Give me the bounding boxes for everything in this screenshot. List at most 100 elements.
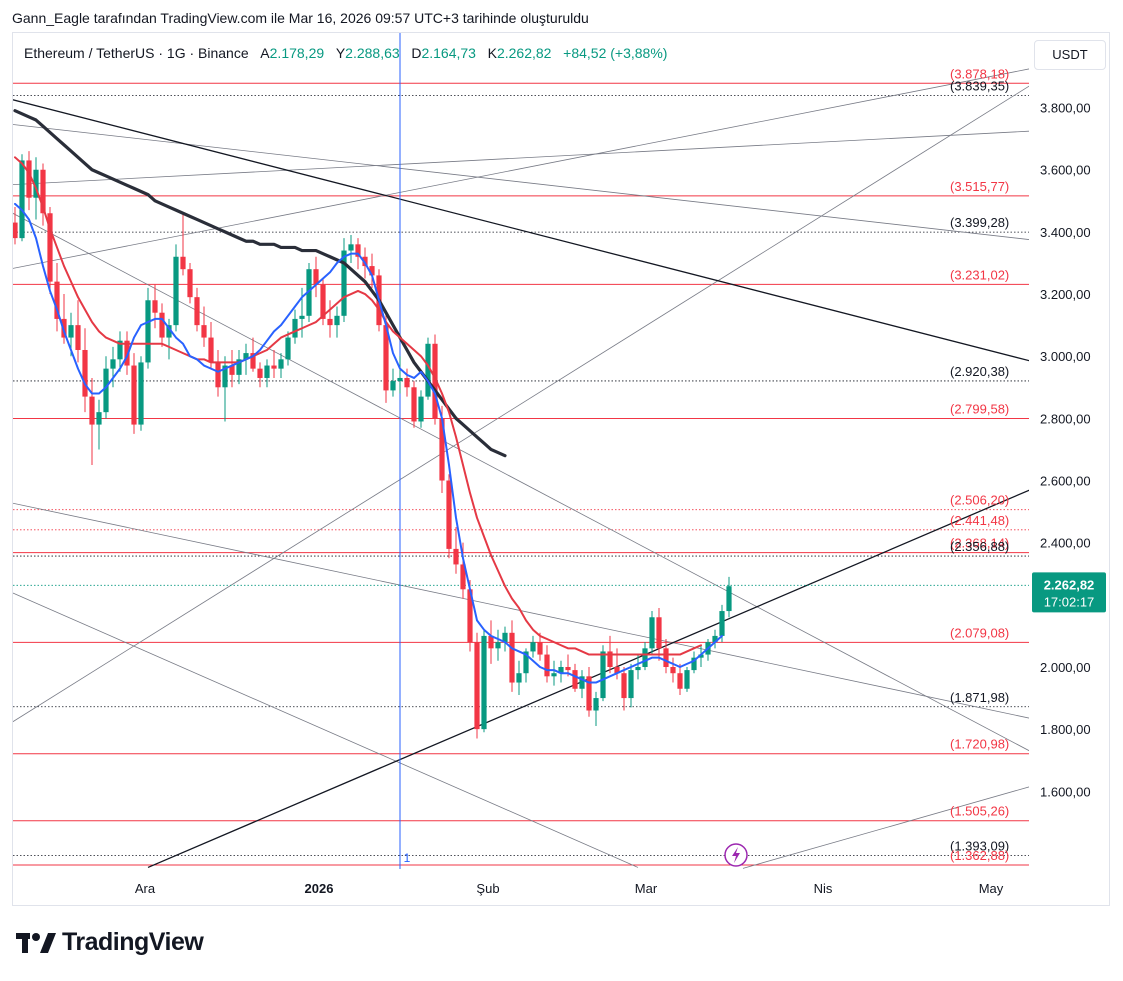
candle[interactable] xyxy=(257,362,263,388)
candle[interactable] xyxy=(19,154,25,242)
candle[interactable] xyxy=(502,626,508,652)
candle[interactable] xyxy=(698,645,704,667)
candle[interactable] xyxy=(348,235,354,263)
candle[interactable] xyxy=(131,353,137,434)
candle[interactable] xyxy=(712,629,718,649)
candle-body xyxy=(628,670,634,699)
currency-button[interactable]: USDT xyxy=(1034,40,1106,70)
candle[interactable] xyxy=(551,660,557,686)
tradingview-logo[interactable]: TradingView xyxy=(16,928,204,957)
candle[interactable] xyxy=(404,368,410,397)
candle[interactable] xyxy=(558,660,564,683)
candle[interactable] xyxy=(446,474,452,559)
candle[interactable] xyxy=(411,381,417,428)
candle[interactable] xyxy=(593,691,599,727)
candle[interactable] xyxy=(453,527,459,574)
candle[interactable] xyxy=(138,356,144,431)
candle[interactable] xyxy=(488,620,494,664)
candle[interactable] xyxy=(390,368,396,397)
candle[interactable] xyxy=(208,322,214,369)
candle[interactable] xyxy=(642,642,648,671)
candle[interactable] xyxy=(124,331,130,375)
candle[interactable] xyxy=(278,353,284,378)
trend-line[interactable] xyxy=(1,501,1030,719)
candle[interactable] xyxy=(516,660,522,695)
candle[interactable] xyxy=(530,635,536,658)
candle[interactable] xyxy=(271,349,277,378)
candle[interactable] xyxy=(194,287,200,332)
candle[interactable] xyxy=(12,207,18,245)
candle[interactable] xyxy=(236,349,242,385)
candle[interactable] xyxy=(670,657,676,683)
candle[interactable] xyxy=(250,337,256,372)
trend-line[interactable] xyxy=(1,97,1030,362)
candle[interactable] xyxy=(369,253,375,288)
candle[interactable] xyxy=(306,262,312,323)
candle[interactable] xyxy=(75,300,81,363)
candle[interactable] xyxy=(537,632,543,661)
candle[interactable] xyxy=(726,576,732,618)
candle[interactable] xyxy=(40,163,46,226)
trend-line[interactable] xyxy=(1,33,1114,729)
candle[interactable] xyxy=(285,331,291,366)
candle[interactable] xyxy=(264,359,270,388)
chart-frame[interactable] xyxy=(12,32,1110,906)
candle[interactable] xyxy=(26,151,32,211)
candle[interactable] xyxy=(201,306,207,347)
candle[interactable] xyxy=(166,318,172,360)
candle[interactable] xyxy=(621,666,627,711)
candle[interactable] xyxy=(691,651,697,674)
candle[interactable] xyxy=(425,337,431,400)
candle[interactable] xyxy=(649,611,655,655)
candle[interactable] xyxy=(663,639,669,674)
candle[interactable] xyxy=(481,629,487,733)
candle[interactable] xyxy=(628,663,634,708)
candle[interactable] xyxy=(418,390,424,428)
ema-fast-line[interactable] xyxy=(14,202,723,684)
candle[interactable] xyxy=(152,284,158,329)
trend-line[interactable] xyxy=(742,786,1030,869)
candle[interactable] xyxy=(47,207,53,295)
candle[interactable] xyxy=(341,238,347,323)
candle[interactable] xyxy=(292,309,298,344)
candle[interactable] xyxy=(495,629,501,661)
candle[interactable] xyxy=(334,306,340,338)
candle[interactable] xyxy=(82,328,88,413)
trend-line[interactable] xyxy=(1,123,1030,240)
candle[interactable] xyxy=(173,244,179,332)
candle[interactable] xyxy=(397,356,403,394)
trend-line[interactable] xyxy=(1,588,639,868)
candle[interactable] xyxy=(677,663,683,695)
candle[interactable] xyxy=(572,663,578,692)
candle[interactable] xyxy=(684,666,690,692)
trend-line[interactable] xyxy=(1,207,1123,866)
candle[interactable] xyxy=(180,213,186,276)
candle[interactable] xyxy=(187,262,193,304)
candle[interactable] xyxy=(544,645,550,683)
candle[interactable] xyxy=(110,346,116,388)
candle[interactable] xyxy=(96,399,102,450)
candle[interactable] xyxy=(159,303,165,347)
candle[interactable] xyxy=(229,349,235,388)
candle[interactable] xyxy=(320,278,326,326)
candle[interactable] xyxy=(215,349,221,397)
candle[interactable] xyxy=(474,632,480,739)
candle[interactable] xyxy=(327,300,333,338)
trend-line[interactable] xyxy=(1,33,1123,271)
candle[interactable] xyxy=(313,256,319,298)
ema-slow-line[interactable] xyxy=(14,156,702,656)
candle[interactable] xyxy=(54,262,60,332)
candle[interactable] xyxy=(586,666,592,717)
candle[interactable] xyxy=(460,542,466,599)
candle[interactable] xyxy=(145,287,151,369)
candle[interactable] xyxy=(509,620,515,692)
candle[interactable] xyxy=(656,607,662,661)
candle[interactable] xyxy=(579,670,585,699)
x-tick-label: 2026 xyxy=(305,881,334,896)
candle[interactable] xyxy=(222,356,228,422)
lightning-icon[interactable] xyxy=(724,843,748,867)
candle[interactable] xyxy=(117,331,123,372)
candle[interactable] xyxy=(635,654,641,680)
trend-line[interactable] xyxy=(1,122,1123,186)
